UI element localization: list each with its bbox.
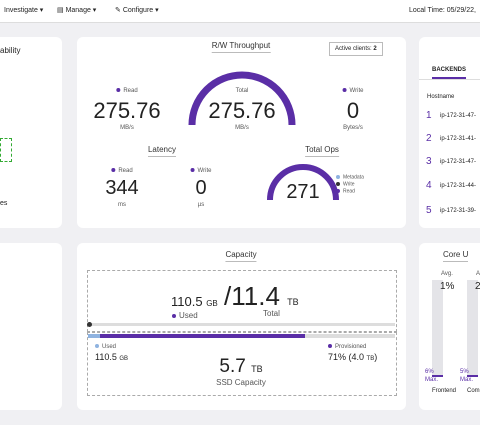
ops-gauge [267,164,339,201]
unit: GB [119,356,129,362]
section-title: Total Ops [305,146,339,157]
avg-label: Avg. [476,271,480,277]
unit: TB [287,297,299,307]
label: Read [118,168,133,174]
legend: Read [343,188,355,195]
row-index[interactable]: 1 [426,110,432,121]
unit: GB [206,299,218,308]
local-time: Local Time: 05/29/22, [409,7,476,14]
label: SSD Capacity [216,378,266,387]
value: 110.5 [171,294,203,309]
active-clients: Active clients: 2 [329,42,383,56]
row-index[interactable]: 3 [426,156,432,167]
max-label: Max. [425,377,439,383]
box [87,270,397,332]
section-title: Core U [443,251,469,262]
separator: / [224,281,232,311]
unit: µs [197,202,205,208]
section-title: R/W Throughput [211,42,271,53]
legend: Write [343,181,355,188]
unit: ms [118,202,126,208]
row-index[interactable]: 2 [426,133,432,144]
value: 2 [373,46,377,52]
column-header: Hostname [427,94,455,100]
card-title: ability [0,46,21,55]
punct: ) [374,352,378,362]
box [87,332,397,396]
label: Provisioned [335,344,367,350]
nav-manage[interactable]: ▤ Manage ▾ [57,7,97,14]
hostname[interactable]: ip-172-31-41- [440,136,477,142]
label: Total [235,88,249,94]
label: Total [263,309,280,318]
unit: MB/s [235,125,249,131]
max-value: 5% [460,369,469,375]
bar-track [467,280,478,376]
value: 71% (4.0 [328,352,365,362]
bar [88,323,395,326]
avg-label: Avg. [441,271,453,277]
card [77,37,406,228]
hostname[interactable]: ip-172-31-47- [440,113,477,119]
avg-value: 1% [440,281,455,292]
value: 344 [105,177,139,199]
label: Write [197,168,212,174]
section-title: Capacity [225,251,257,262]
avg-value: 2% [475,281,480,292]
label: Used [179,311,198,320]
section-title: Latency [147,146,177,157]
card [0,37,62,228]
icon [0,138,12,162]
value: 0 [346,98,360,123]
unit: TB [366,356,375,362]
nav-configure[interactable]: ✎ Configure ▾ [115,7,159,14]
legend: Metadata [343,174,364,181]
value: 5.7 [219,356,246,377]
hostname[interactable]: ip-172-31-39- [440,208,477,214]
bar-name: Comp [467,388,480,394]
value: 275.76 [208,98,276,123]
unit: Bytes/s [343,125,363,131]
top-bar [0,0,480,23]
value: 110.5 [95,352,117,362]
unit: MB/s [120,125,134,131]
unit: TB [251,364,263,374]
card [419,37,480,228]
card-text: es [0,200,8,207]
tab[interactable]: BACKENDS [432,67,467,79]
nav-investigate[interactable]: Investigate ▾ [4,7,44,14]
nav-label[interactable]: Manage [65,7,91,14]
label: Active clients: [335,46,372,52]
label: Write [349,88,364,94]
nav-label[interactable]: Configure [122,7,154,14]
label: Read [123,88,138,94]
bar-fill [432,375,443,377]
card [0,243,62,410]
max-value: 6% [425,369,434,375]
value: 271 [286,181,320,203]
bar-fill [467,375,478,377]
bar-fill [100,334,305,338]
hostname[interactable]: ip-172-31-44- [440,183,477,189]
bar-name: Frontend [432,388,457,394]
nav-label[interactable]: Investigate [4,7,38,14]
throughput-gauge [188,71,296,126]
bar-track [432,280,443,376]
row-index[interactable]: 4 [426,180,432,191]
value: 11.4 [231,281,280,311]
value: 0 [195,177,207,199]
label: Used [102,344,117,350]
max-label: Max. [460,377,474,383]
row-index[interactable]: 5 [426,205,432,216]
hostname[interactable]: ip-172-31-47- [440,159,477,165]
value: 275.76 [93,98,161,123]
